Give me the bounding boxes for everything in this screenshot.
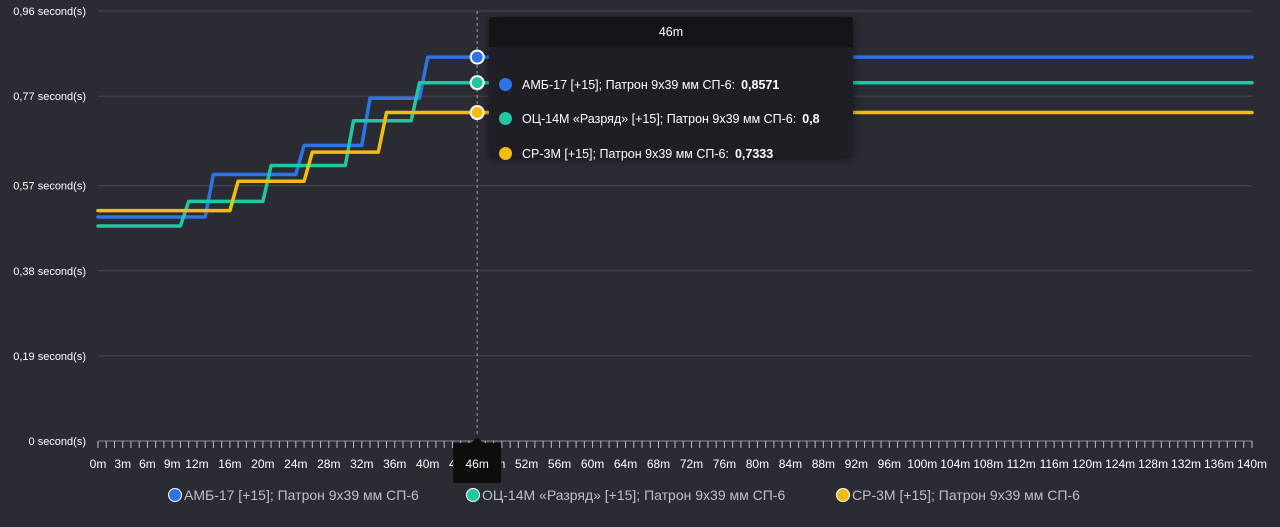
tooltip-row-value: 0,8 [802, 112, 820, 126]
x-tick-label: 3m [114, 457, 131, 471]
x-tick-label: 6m [139, 457, 156, 471]
x-tick-label: 108m [973, 457, 1003, 471]
crosshair-label-box [453, 443, 502, 483]
y-tick-label: 0 second(s) [29, 436, 86, 448]
crosshair-label: 46m [465, 457, 488, 471]
x-tick-label: 84m [779, 457, 802, 471]
x-tick-label: 76m [713, 457, 736, 471]
x-tick-label: 52m [515, 457, 538, 471]
data-tooltip: 46m АМБ-17 [+15]; Патрон 9х39 мм СП-6: 0,… [489, 17, 853, 161]
crosshair-label-arrow [471, 437, 484, 443]
series-dot-icon [466, 488, 480, 503]
x-tick-label: 9m [164, 457, 181, 471]
x-tick-label: 64m [614, 457, 637, 471]
legend-label: АМБ-17 [+15]; Патрон 9х39 мм СП-6 [184, 487, 419, 503]
x-tick-label: 40m [416, 457, 439, 471]
crosshair: 46m [453, 11, 502, 483]
crosshair-point [469, 75, 485, 91]
x-tick-label: 60m [581, 457, 604, 471]
x-tick-label: 120m [1072, 457, 1102, 471]
x-tick-label: 128m [1138, 457, 1168, 471]
x-tick-label: 104m [940, 457, 970, 471]
tooltip-row: АМБ-17 [+15]; Патрон 9х39 мм СП-6: 0,8571 [499, 75, 779, 95]
legend-label: СР-3М [+15]; Патрон 9х39 мм СП-6 [852, 487, 1080, 503]
series-dot-icon [499, 78, 512, 92]
x-tick-label: 80m [746, 457, 769, 471]
y-tick-label: 0,96 second(s) [13, 6, 86, 18]
tooltip-row-value: 0,7333 [734, 147, 774, 161]
tooltip-row-label: АМБ-17 [+15]; Патрон 9х39 мм СП-6: [522, 78, 736, 92]
x-tick-label: 72m [680, 457, 703, 471]
x-tick-label: 92m [845, 457, 868, 471]
x-tick-label: 96m [878, 457, 901, 471]
x-tick-label: 0m [90, 457, 107, 471]
series-dot-icon [168, 488, 182, 503]
tooltip-row: ОЦ-14М «Разряд» [+15]; Патрон 9х39 мм СП… [499, 109, 820, 129]
series-dot-icon [836, 488, 850, 503]
x-tick-label: 36m [383, 457, 406, 471]
x-tick-label: 20m [251, 457, 274, 471]
chart-legend: АМБ-17 [+15]; Патрон 9х39 мм СП-6 ОЦ-14М… [0, 485, 1280, 505]
y-tick-label: 0,38 second(s) [13, 266, 86, 278]
legend-label: ОЦ-14М «Разряд» [+15]; Патрон 9х39 мм СП… [482, 487, 786, 503]
tooltip-header: 46m [489, 17, 853, 47]
x-tick-label: 124m [1105, 457, 1135, 471]
x-tick-label: 12m [185, 457, 208, 471]
series-line [96, 110, 1254, 213]
x-tick-label: 24m [284, 457, 307, 471]
tooltip-row-value: 0,8571 [741, 78, 780, 92]
legend-item-amb17[interactable]: АМБ-17 [+15]; Патрон 9х39 мм СП-6 [168, 485, 419, 505]
series-dot-icon [499, 112, 512, 126]
tooltip-row-label: СР-3М [+15]; Патрон 9х39 мм СП-6: [522, 147, 729, 161]
tooltip-row: СР-3М [+15]; Патрон 9х39 мм СП-6: 0,7333 [499, 144, 773, 164]
x-tick-label: 100m [907, 457, 937, 471]
x-tick-label: 32m [350, 457, 373, 471]
series-lines [96, 55, 1254, 228]
x-tick-label: 132m [1171, 457, 1201, 471]
x-tick-label: 136m [1204, 457, 1234, 471]
crosshair-point [469, 49, 485, 65]
y-tick-label: 0,57 second(s) [13, 181, 86, 193]
x-axis: 0m3m6m9m12m16m20m24m28m32m36m40m44m48m52… [90, 441, 1267, 471]
x-tick-label: 140m [1237, 457, 1267, 471]
series-line [96, 55, 1254, 219]
y-tick-label: 0,19 second(s) [13, 351, 86, 363]
x-tick-label: 28m [317, 457, 340, 471]
series-dot-icon [499, 147, 512, 161]
x-tick-label: 56m [548, 457, 571, 471]
crosshair-point [469, 105, 485, 121]
tooltip-row-label: ОЦ-14М «Разряд» [+15]; Патрон 9х39 мм СП… [522, 112, 797, 126]
x-tick-label: 68m [647, 457, 670, 471]
x-tick-label: 116m [1040, 457, 1069, 471]
x-tick-label: 88m [812, 457, 835, 471]
x-tick-label: 112m [1007, 457, 1036, 471]
x-tick-label: 16m [218, 457, 241, 471]
legend-item-sr3m[interactable]: СР-3М [+15]; Патрон 9х39 мм СП-6 [836, 485, 1080, 505]
legend-item-oc14m[interactable]: ОЦ-14М «Разряд» [+15]; Патрон 9х39 мм СП… [466, 485, 785, 505]
y-axis: 0 second(s) 0,19 second(s) 0,38 second(s) 0… [13, 6, 86, 448]
y-tick-label: 0,77 second(s) [13, 91, 86, 103]
